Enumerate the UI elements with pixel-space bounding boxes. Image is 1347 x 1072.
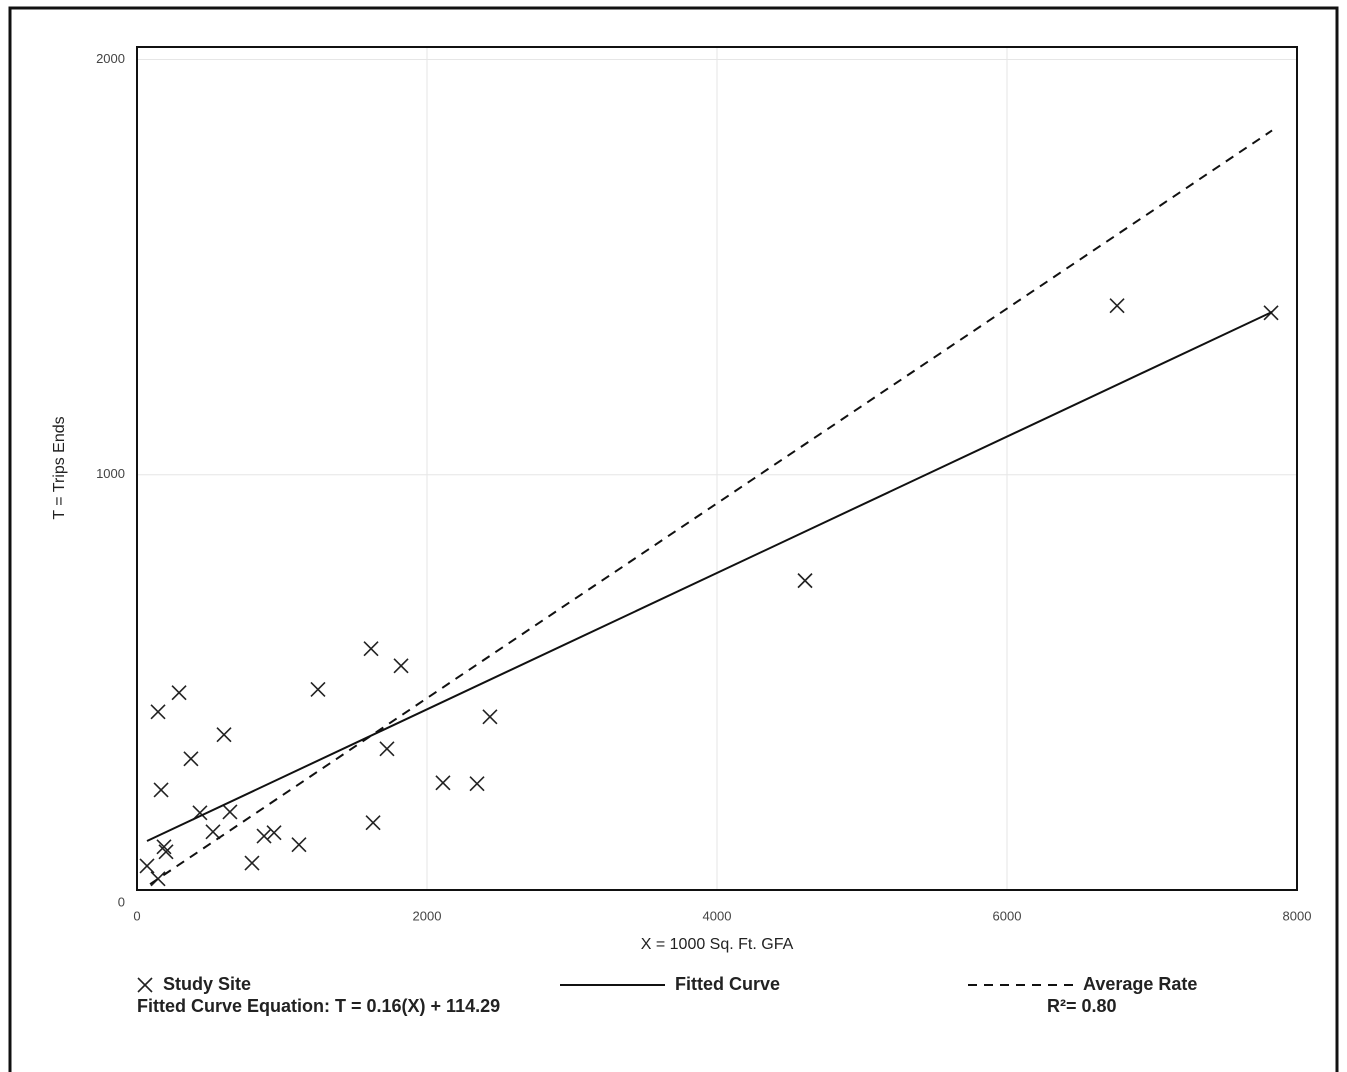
study-site-point <box>158 844 174 860</box>
x-tick-label: 0 <box>133 908 140 923</box>
marker-stroke <box>183 751 199 767</box>
r-squared: R²= 0.80 <box>1047 996 1117 1016</box>
legend-label: Study Site <box>163 974 251 994</box>
marker-stroke <box>291 837 307 853</box>
y-tick-label: 1000 <box>96 466 125 481</box>
study-site-point <box>183 751 199 767</box>
marker-stroke <box>797 573 813 589</box>
legend-marker <box>137 977 153 993</box>
study-site-point <box>379 741 395 757</box>
study-site-point <box>291 837 307 853</box>
marker-stroke <box>365 815 381 831</box>
study-site-point <box>435 775 451 791</box>
marker-stroke <box>435 775 451 791</box>
study-site-point <box>310 681 326 697</box>
plot-frame <box>136 46 1298 891</box>
trend-line <box>149 129 1273 886</box>
study-site-point <box>482 709 498 725</box>
y-axis-label: T = Trips Ends <box>51 416 68 519</box>
study-site-point <box>150 704 166 720</box>
study-site-point <box>256 828 272 844</box>
marker-stroke <box>256 828 272 844</box>
equation: Fitted Curve Equation: T = 0.16(X) + 114… <box>137 996 500 1016</box>
marker-stroke <box>363 641 379 657</box>
marker-stroke <box>244 855 260 871</box>
legend-label: Average Rate <box>1083 974 1197 994</box>
y-tick-label: 0 <box>118 894 125 909</box>
marker-stroke <box>139 858 155 874</box>
y-tick-label: 2000 <box>96 51 125 66</box>
marker-stroke <box>482 709 498 725</box>
legend-label: Fitted Curve <box>675 974 780 994</box>
trend-line <box>146 311 1273 842</box>
marker-stroke <box>153 782 169 798</box>
marker-stroke <box>379 741 395 757</box>
marker-stroke <box>310 681 326 697</box>
study-site-point <box>156 839 172 855</box>
study-site-point <box>363 641 379 657</box>
study-site-point <box>222 804 238 820</box>
outer-frame <box>8 6 1339 1072</box>
marker-stroke <box>205 824 221 840</box>
marker-stroke <box>1109 298 1125 314</box>
study-site-point <box>365 815 381 831</box>
marker-stroke <box>156 839 172 855</box>
x-tick-label: 8000 <box>1283 908 1312 923</box>
marker-stroke <box>158 844 174 860</box>
study-site-point <box>216 727 232 743</box>
study-site-point <box>1109 298 1125 314</box>
marker-stroke <box>150 704 166 720</box>
study-site-point <box>139 858 155 874</box>
study-site-point <box>469 776 485 792</box>
study-site-point <box>205 824 221 840</box>
x-axis-label: X = 1000 Sq. Ft. GFA <box>641 936 794 953</box>
x-tick-label: 4000 <box>703 908 732 923</box>
marker-stroke <box>150 871 166 887</box>
study-site-point <box>153 782 169 798</box>
marker-stroke <box>266 825 282 841</box>
x-tick-label: 6000 <box>993 908 1022 923</box>
marker-stroke <box>222 804 238 820</box>
study-site-point <box>171 685 187 701</box>
study-site-point <box>393 658 409 674</box>
marker-stroke <box>393 658 409 674</box>
marker-stroke <box>216 727 232 743</box>
x-tick-label: 2000 <box>413 908 442 923</box>
study-site-point <box>244 855 260 871</box>
study-site-point <box>797 573 813 589</box>
marker-stroke <box>137 977 153 993</box>
study-site-point <box>266 825 282 841</box>
marker-stroke <box>469 776 485 792</box>
study-site-point <box>150 871 166 887</box>
marker-stroke <box>171 685 187 701</box>
